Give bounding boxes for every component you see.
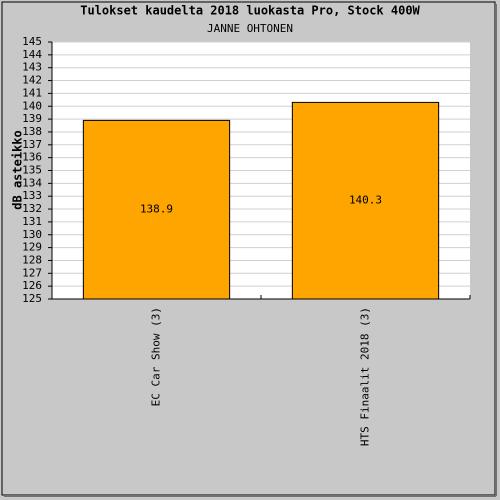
y-tick-label: 140: [22, 99, 42, 112]
value-label: 140.3: [349, 194, 382, 207]
x-tick-label: EC Car Show (3): [150, 307, 163, 406]
x-tick-label: HTS Finaalit 2018 (3): [359, 307, 372, 446]
y-tick-label: 125: [22, 292, 42, 305]
y-tick-label: 128: [22, 253, 42, 266]
bar: [291, 101, 440, 300]
chart-subtitle: JANNE OHTONEN: [207, 22, 293, 35]
y-tick-label: 127: [22, 266, 42, 279]
y-tick-label: 131: [22, 215, 42, 228]
y-tick-label: 137: [22, 138, 42, 151]
y-tick-label: 129: [22, 241, 42, 254]
y-tick-label: 143: [22, 61, 42, 74]
y-tick-label: 142: [22, 74, 42, 87]
y-tick-label: 134: [22, 176, 42, 189]
y-tick-label: 132: [22, 202, 42, 215]
y-tick-label: 138: [22, 125, 42, 138]
value-label: 138.9: [140, 203, 173, 216]
y-tick-label: 136: [22, 151, 42, 164]
y-tick-label: 135: [22, 164, 42, 177]
y-tick-label: 126: [22, 279, 42, 292]
y-tick-label: 130: [22, 228, 42, 241]
chart-title: Tulokset kaudelta 2018 luokasta Pro, Sto…: [80, 4, 420, 18]
y-tick-label: 145: [22, 35, 42, 48]
bar: [82, 119, 231, 300]
y-tick-label: 144: [22, 48, 42, 61]
y-tick-label: 139: [22, 112, 42, 125]
y-tick-label: 133: [22, 189, 42, 202]
y-axis-label: dB asteikko: [11, 130, 25, 209]
y-tick-label: 141: [22, 86, 42, 99]
